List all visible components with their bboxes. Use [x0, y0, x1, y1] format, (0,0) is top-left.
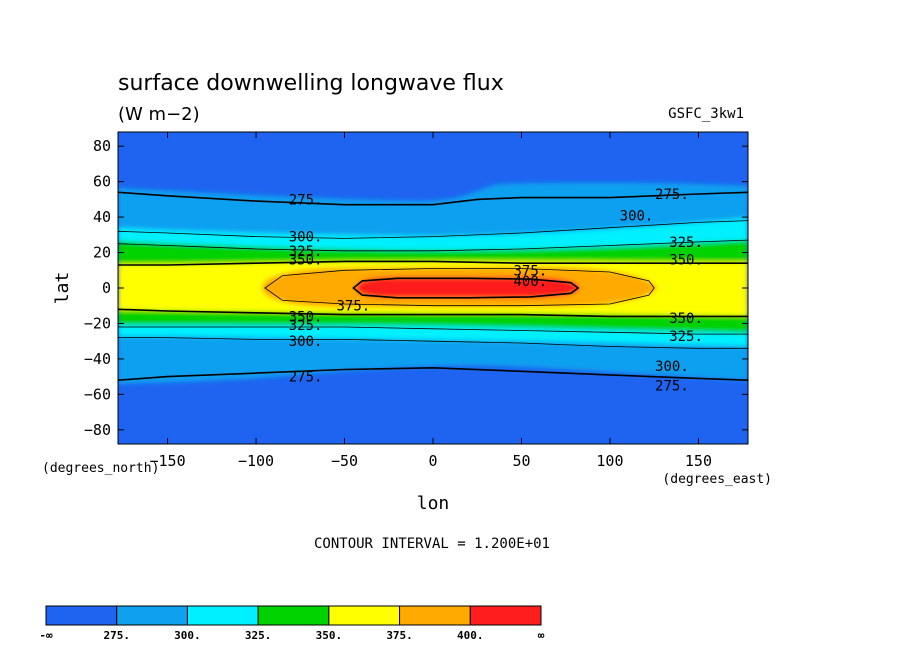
contour-label: 300.: [620, 208, 654, 224]
contour-line-350: [118, 260, 748, 266]
y-tick-label: 60: [93, 173, 111, 191]
band-400-inf: [356, 277, 580, 298]
colorbar-label: -∞: [39, 629, 53, 642]
colorbar-swatch: [257, 605, 330, 626]
x-axis-ticks: −150 −100 −50 0 50 100 150: [149, 132, 712, 470]
y-tick-label: −80: [84, 421, 111, 439]
y-tick-label: 80: [93, 137, 111, 155]
contour-lines: [118, 191, 748, 381]
x-tick-label: −50: [331, 452, 358, 470]
x-tick-label: 100: [596, 452, 623, 470]
model-name: GSFC_3kw1: [668, 106, 744, 122]
contour-label: 300.: [289, 334, 323, 350]
plot-area: 275. 275.300.300.325.325.350. 350.375.400.…: [118, 132, 748, 444]
contour-label: 300.: [655, 359, 689, 375]
contour-label: 350.: [669, 311, 703, 327]
y-tick-label: 0: [102, 279, 111, 297]
contour-labels: 275. 275.300.300.325.325.350. 350.375.400.…: [289, 187, 703, 394]
x-tick-label: −100: [238, 452, 274, 470]
contour-label: 400.: [513, 274, 547, 290]
x-tick-label: 150: [685, 452, 712, 470]
contour-label: 350.: [289, 253, 323, 269]
contour-label: 350.: [289, 309, 323, 325]
y-tick-label: −60: [84, 385, 111, 403]
contour-line-275: [118, 191, 748, 206]
colorbar-swatch: [45, 605, 118, 626]
x-axis-label: lon: [417, 493, 450, 514]
contour-line-350: [118, 308, 748, 318]
x-tick-label: 50: [512, 452, 530, 470]
contour-line-275: [118, 366, 748, 381]
x-tick-label: 0: [428, 452, 437, 470]
contour-label: 300.: [289, 230, 323, 246]
contour-label: 275.: [655, 187, 689, 203]
chart-units: (W m−2): [118, 104, 200, 125]
contour-label: 325.: [289, 318, 323, 334]
contour-line-300: [118, 220, 748, 239]
contour-label: 325.: [289, 244, 323, 260]
colorbar-label: 300.: [174, 629, 201, 642]
contour-label: 275.: [289, 192, 323, 208]
contour-line-400: [352, 277, 580, 299]
y-tick-label: −20: [84, 314, 111, 332]
contour-line-325: [118, 326, 748, 335]
contour-interval-note: CONTOUR INTERVAL = 1.200E+01: [314, 536, 550, 552]
contour-label: 275.: [655, 379, 689, 395]
colorbar-swatch: [186, 605, 259, 626]
colorbar-label: 350.: [316, 629, 343, 642]
chart-title: surface downwelling longwave flux: [118, 71, 504, 96]
contour-line-300: [118, 337, 748, 349]
contour-label: 325.: [669, 329, 703, 345]
colorbar: -∞ 275. 300. 325. 350. 375. 400. ∞: [39, 605, 545, 642]
colorbar-swatch: [469, 605, 542, 626]
y-axis-label: lat: [52, 272, 73, 305]
y-tick-label: −40: [84, 350, 111, 368]
contour-line-325: [118, 239, 748, 252]
colorbar-label: 375.: [386, 629, 413, 642]
colorbar-swatch: [328, 605, 401, 626]
contour-label: 350.: [669, 253, 703, 269]
colorbar-label: 275.: [103, 629, 130, 642]
contour-label: 275.: [289, 370, 323, 386]
colorbar-label: 400.: [457, 629, 484, 642]
y-tick-label: 20: [93, 244, 111, 262]
contour-label: 375.: [337, 299, 371, 315]
contour-line-375: [264, 268, 655, 307]
colorbar-swatch: [399, 605, 471, 626]
y-axis-ticks: 80 60 40 20 0 −20 −40 −60 −80: [84, 137, 748, 439]
colorbar-swatch: [116, 605, 188, 626]
contour-label: 325.: [669, 235, 703, 251]
y-tick-label: 40: [93, 208, 111, 226]
x-tick-label: −150: [149, 452, 185, 470]
x-axis-units: (degrees_east): [662, 472, 772, 487]
y-axis-units: (degrees_north): [42, 461, 159, 476]
colorbar-label: 325.: [245, 629, 272, 642]
contour-label: 375.: [513, 263, 547, 279]
colorbar-label: ∞: [538, 629, 545, 642]
